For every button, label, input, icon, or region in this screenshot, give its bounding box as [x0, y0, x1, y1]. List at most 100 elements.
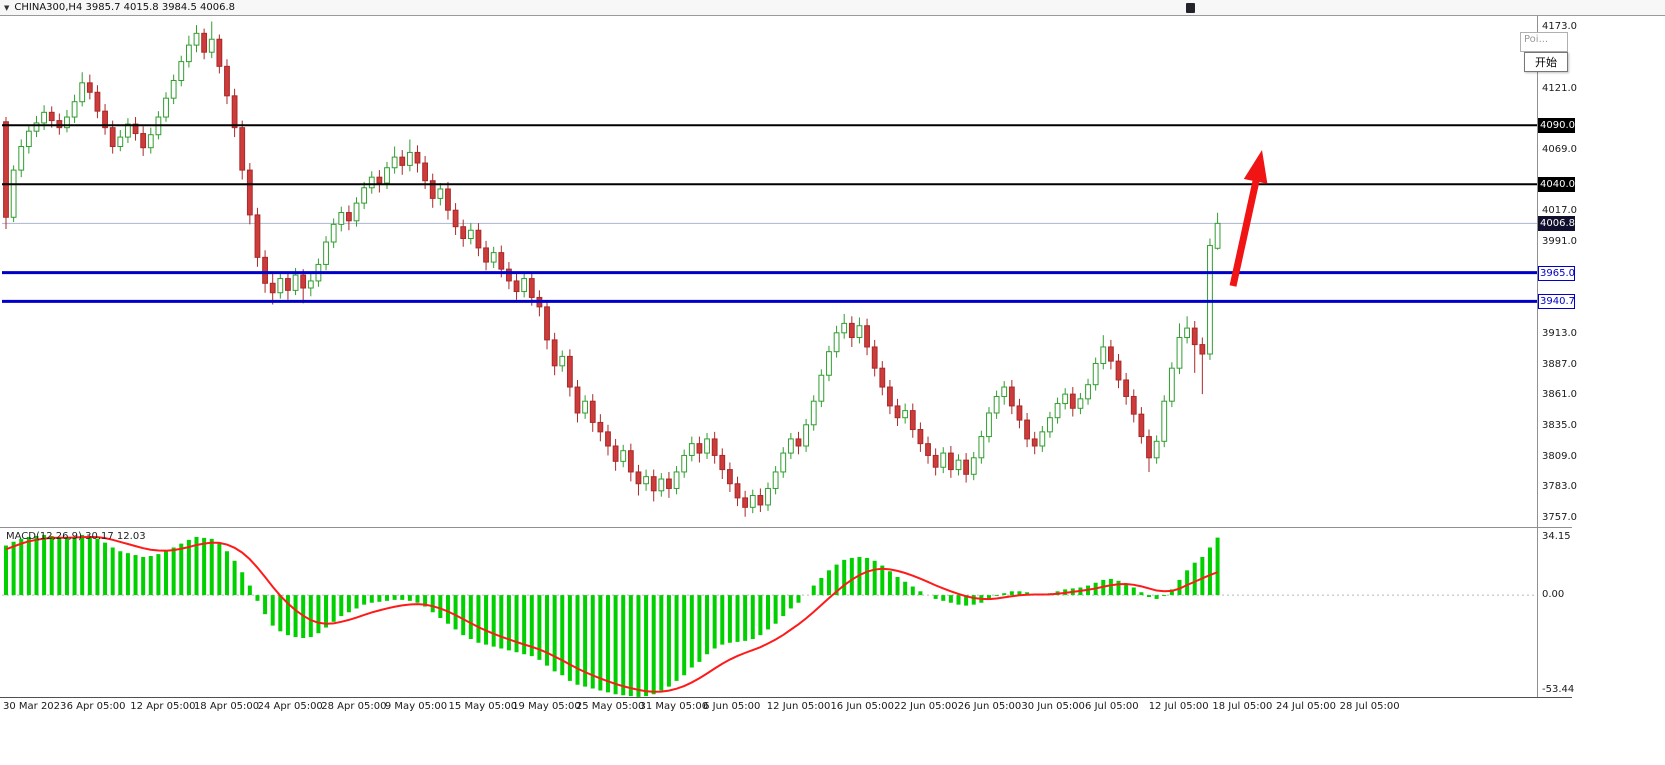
candle-body	[1092, 362, 1099, 386]
candle-body	[277, 278, 284, 294]
candle-body	[384, 167, 390, 184]
candle-body	[1108, 346, 1114, 362]
candle-body	[772, 471, 779, 489]
candle-body	[460, 226, 467, 239]
time-axis-label: 6 Jun 05:00	[703, 701, 761, 712]
candle-body	[406, 151, 413, 166]
candle-body	[208, 38, 215, 53]
candle-body	[64, 116, 70, 129]
candle-body	[521, 278, 528, 293]
macd-signal-line	[5, 535, 1218, 693]
candle-body	[1047, 417, 1053, 433]
candle-body	[254, 214, 261, 258]
candle-body	[947, 452, 954, 471]
price-scale-label: 4017.0	[1542, 205, 1577, 217]
candle-body	[666, 478, 672, 489]
candle-body	[25, 130, 32, 148]
candle-body	[1054, 403, 1061, 419]
price-line-tag: 3940.7	[1538, 294, 1575, 310]
candle-body	[719, 454, 726, 471]
candle-body	[147, 134, 154, 149]
candle-body	[48, 111, 55, 122]
candle-body	[704, 438, 710, 454]
price-line-tag: 4006.8	[1538, 216, 1575, 232]
candle-body	[338, 212, 345, 225]
candle-body	[185, 44, 192, 63]
candle-body	[612, 445, 619, 462]
candle-body	[391, 156, 398, 169]
candle-body	[856, 325, 863, 339]
price-line-tag: 4040.0	[1538, 177, 1575, 193]
candle-body	[445, 188, 451, 211]
candle-body	[742, 497, 749, 508]
candle-body	[399, 156, 406, 166]
candle-body	[1031, 438, 1038, 447]
time-axis-label: 26 Jun 05:00	[957, 701, 1022, 712]
candle-body	[528, 278, 535, 298]
candle-body	[300, 274, 307, 289]
candle-body	[467, 229, 474, 239]
price-scale-label: 3861.0	[1542, 389, 1577, 401]
macd-scale-label: 34.15	[1542, 531, 1571, 542]
time-axis-label: 24 Jul 05:00	[1276, 701, 1336, 712]
time-axis-label: 12 Jul 05:00	[1148, 701, 1209, 712]
candle-body	[1077, 398, 1084, 409]
candle-body	[1100, 346, 1107, 364]
candle-body	[490, 252, 497, 263]
candle-body	[231, 95, 238, 129]
candle-body	[879, 367, 886, 388]
price-line-tag: 4090.0	[1538, 118, 1575, 134]
candle-body	[452, 209, 459, 228]
price-scale-label: 3835.0	[1542, 419, 1577, 431]
time-axis-label: 24 Apr 05:00	[257, 701, 323, 712]
candle-body	[544, 306, 550, 341]
price-scale-label: 3809.0	[1542, 450, 1577, 462]
candle-body	[1199, 344, 1206, 355]
time-axis-label: 12 Jun 05:00	[766, 701, 831, 712]
candle-body	[574, 386, 581, 414]
time-axis-label: 25 May 05:00	[575, 701, 645, 712]
trend-arrow-shaft[interactable]	[1229, 180, 1260, 287]
time-axis-label: 22 Jun 05:00	[894, 701, 958, 712]
candle-body	[79, 82, 86, 103]
symbol-ohlc-info: CHINA300,H4 3985.7 4015.8 3984.5 4006.8	[14, 2, 235, 13]
time-axis-label: 28 Jul 05:00	[1339, 701, 1400, 712]
candle-body	[102, 110, 108, 129]
symbol-dropdown-icon[interactable]: ▼	[4, 3, 10, 12]
candle-body	[429, 180, 436, 199]
candle-body	[1123, 379, 1130, 397]
time-axis-label: 30 Jun 05:00	[1021, 701, 1085, 712]
candle-body	[627, 450, 634, 473]
candle-body	[688, 443, 695, 456]
candle-body	[970, 457, 977, 475]
trend-arrow-head[interactable]	[1243, 150, 1268, 184]
candle-body	[1161, 400, 1168, 442]
candle-body	[864, 325, 870, 348]
candle-body	[56, 120, 63, 129]
candle-body	[506, 268, 512, 282]
candle-body	[201, 32, 208, 53]
candle-body	[643, 476, 649, 485]
time-axis-label: 15 May 05:00	[448, 701, 518, 712]
candle-body	[841, 322, 848, 334]
candle-body	[1138, 413, 1145, 438]
candle-body	[1146, 436, 1152, 459]
candle-body	[368, 176, 375, 189]
header-marker-icon	[1186, 3, 1195, 13]
candle-body	[330, 223, 337, 243]
candle-body	[1039, 431, 1046, 447]
candle-body	[422, 162, 429, 182]
candle-body	[323, 241, 329, 265]
time-axis-label: 6 Jul 05:00	[1085, 701, 1139, 712]
candle-body	[193, 32, 200, 46]
candle-body	[620, 450, 627, 462]
candle-body	[285, 278, 291, 291]
candle-body	[140, 133, 147, 149]
candle-body	[589, 400, 596, 423]
candle-body	[3, 121, 9, 218]
start-button[interactable]: 开始	[1524, 52, 1568, 72]
candle-body	[1130, 395, 1137, 415]
candle-body	[94, 91, 101, 112]
candle-body	[18, 146, 25, 171]
